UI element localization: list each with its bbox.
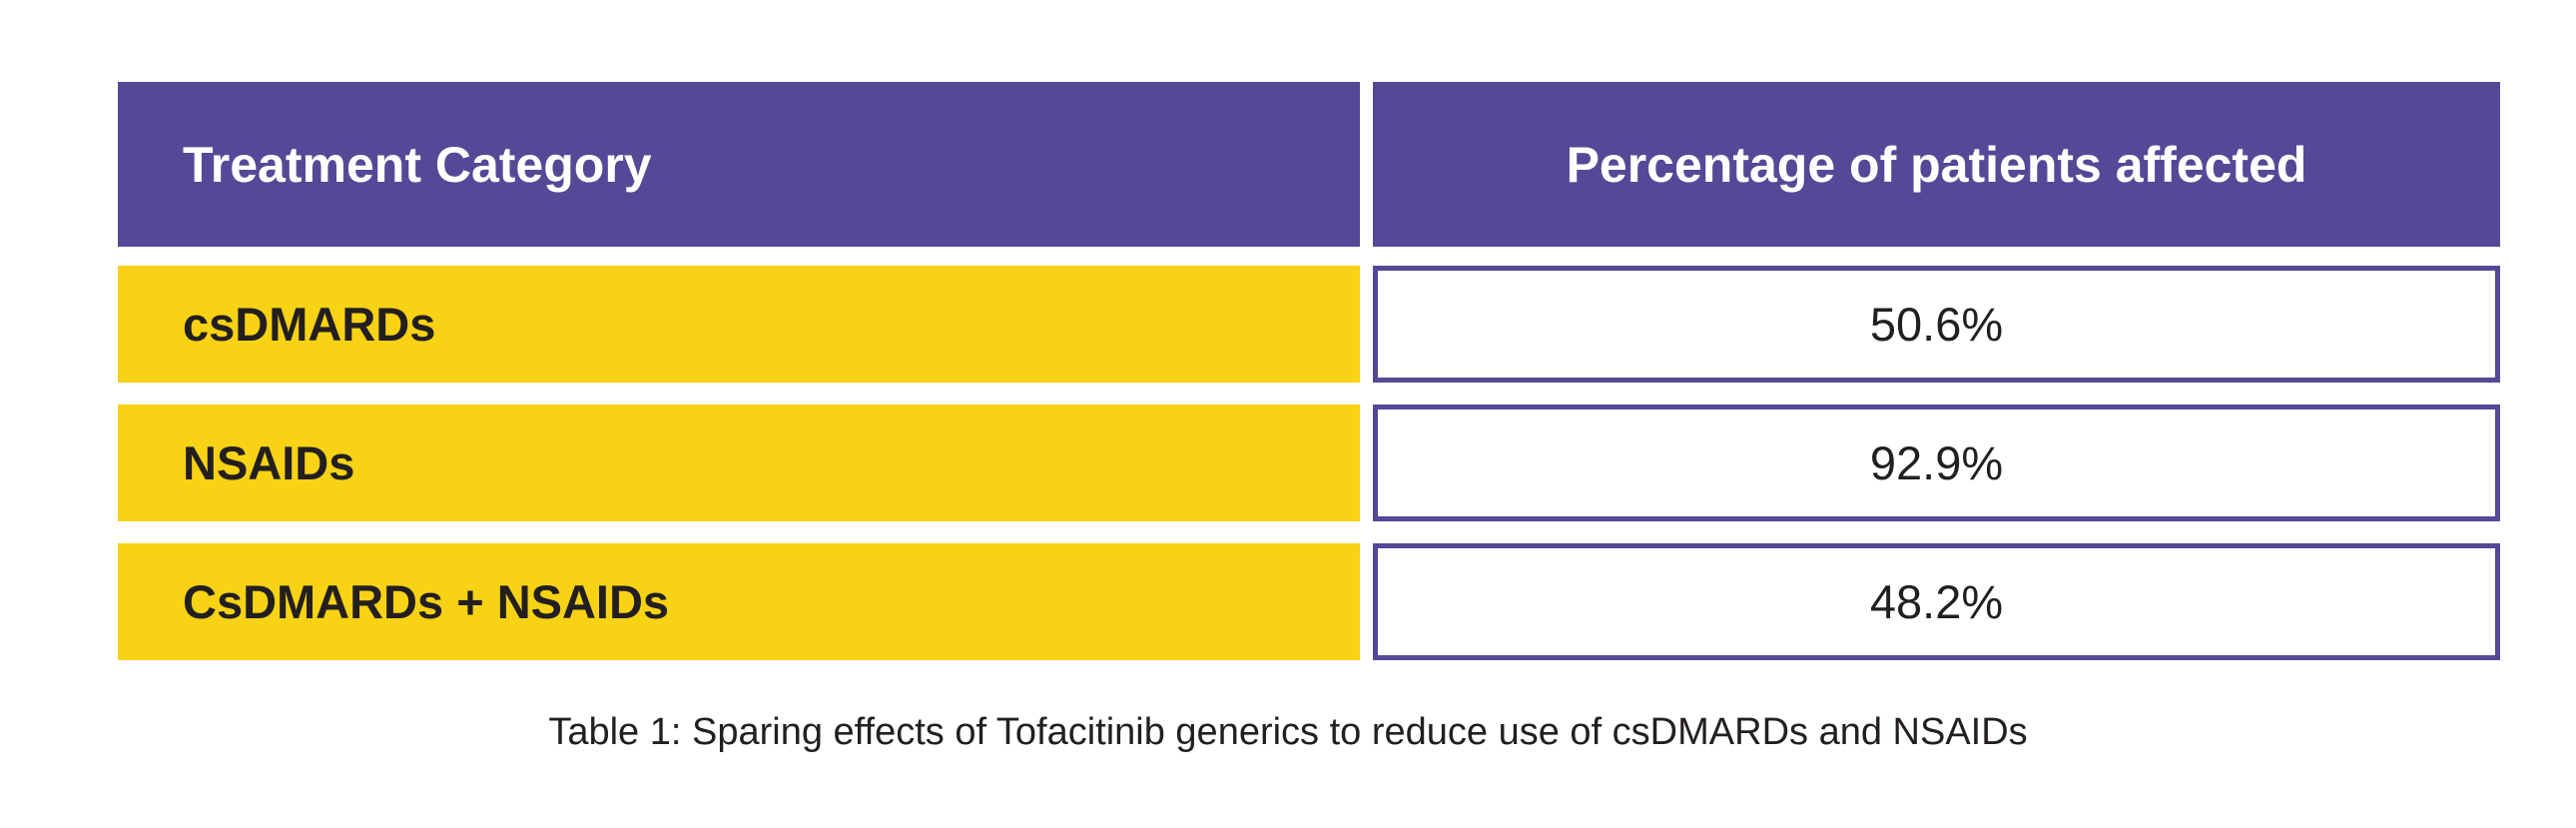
- row-category: csDMARDs: [118, 266, 1360, 383]
- row-percentage: 48.2%: [1373, 543, 2500, 660]
- row-category: NSAIDs: [118, 405, 1360, 521]
- row-percentage: 92.9%: [1373, 405, 2500, 521]
- table-caption: Table 1: Sparing effects of Tofacitinib …: [548, 711, 2028, 753]
- row-percentage: 50.6%: [1373, 266, 2500, 383]
- header-treatment-category: Treatment Category: [118, 82, 1360, 247]
- header-percentage: Percentage of patients affected: [1373, 82, 2500, 247]
- row-category: CsDMARDs + NSAIDs: [118, 543, 1360, 660]
